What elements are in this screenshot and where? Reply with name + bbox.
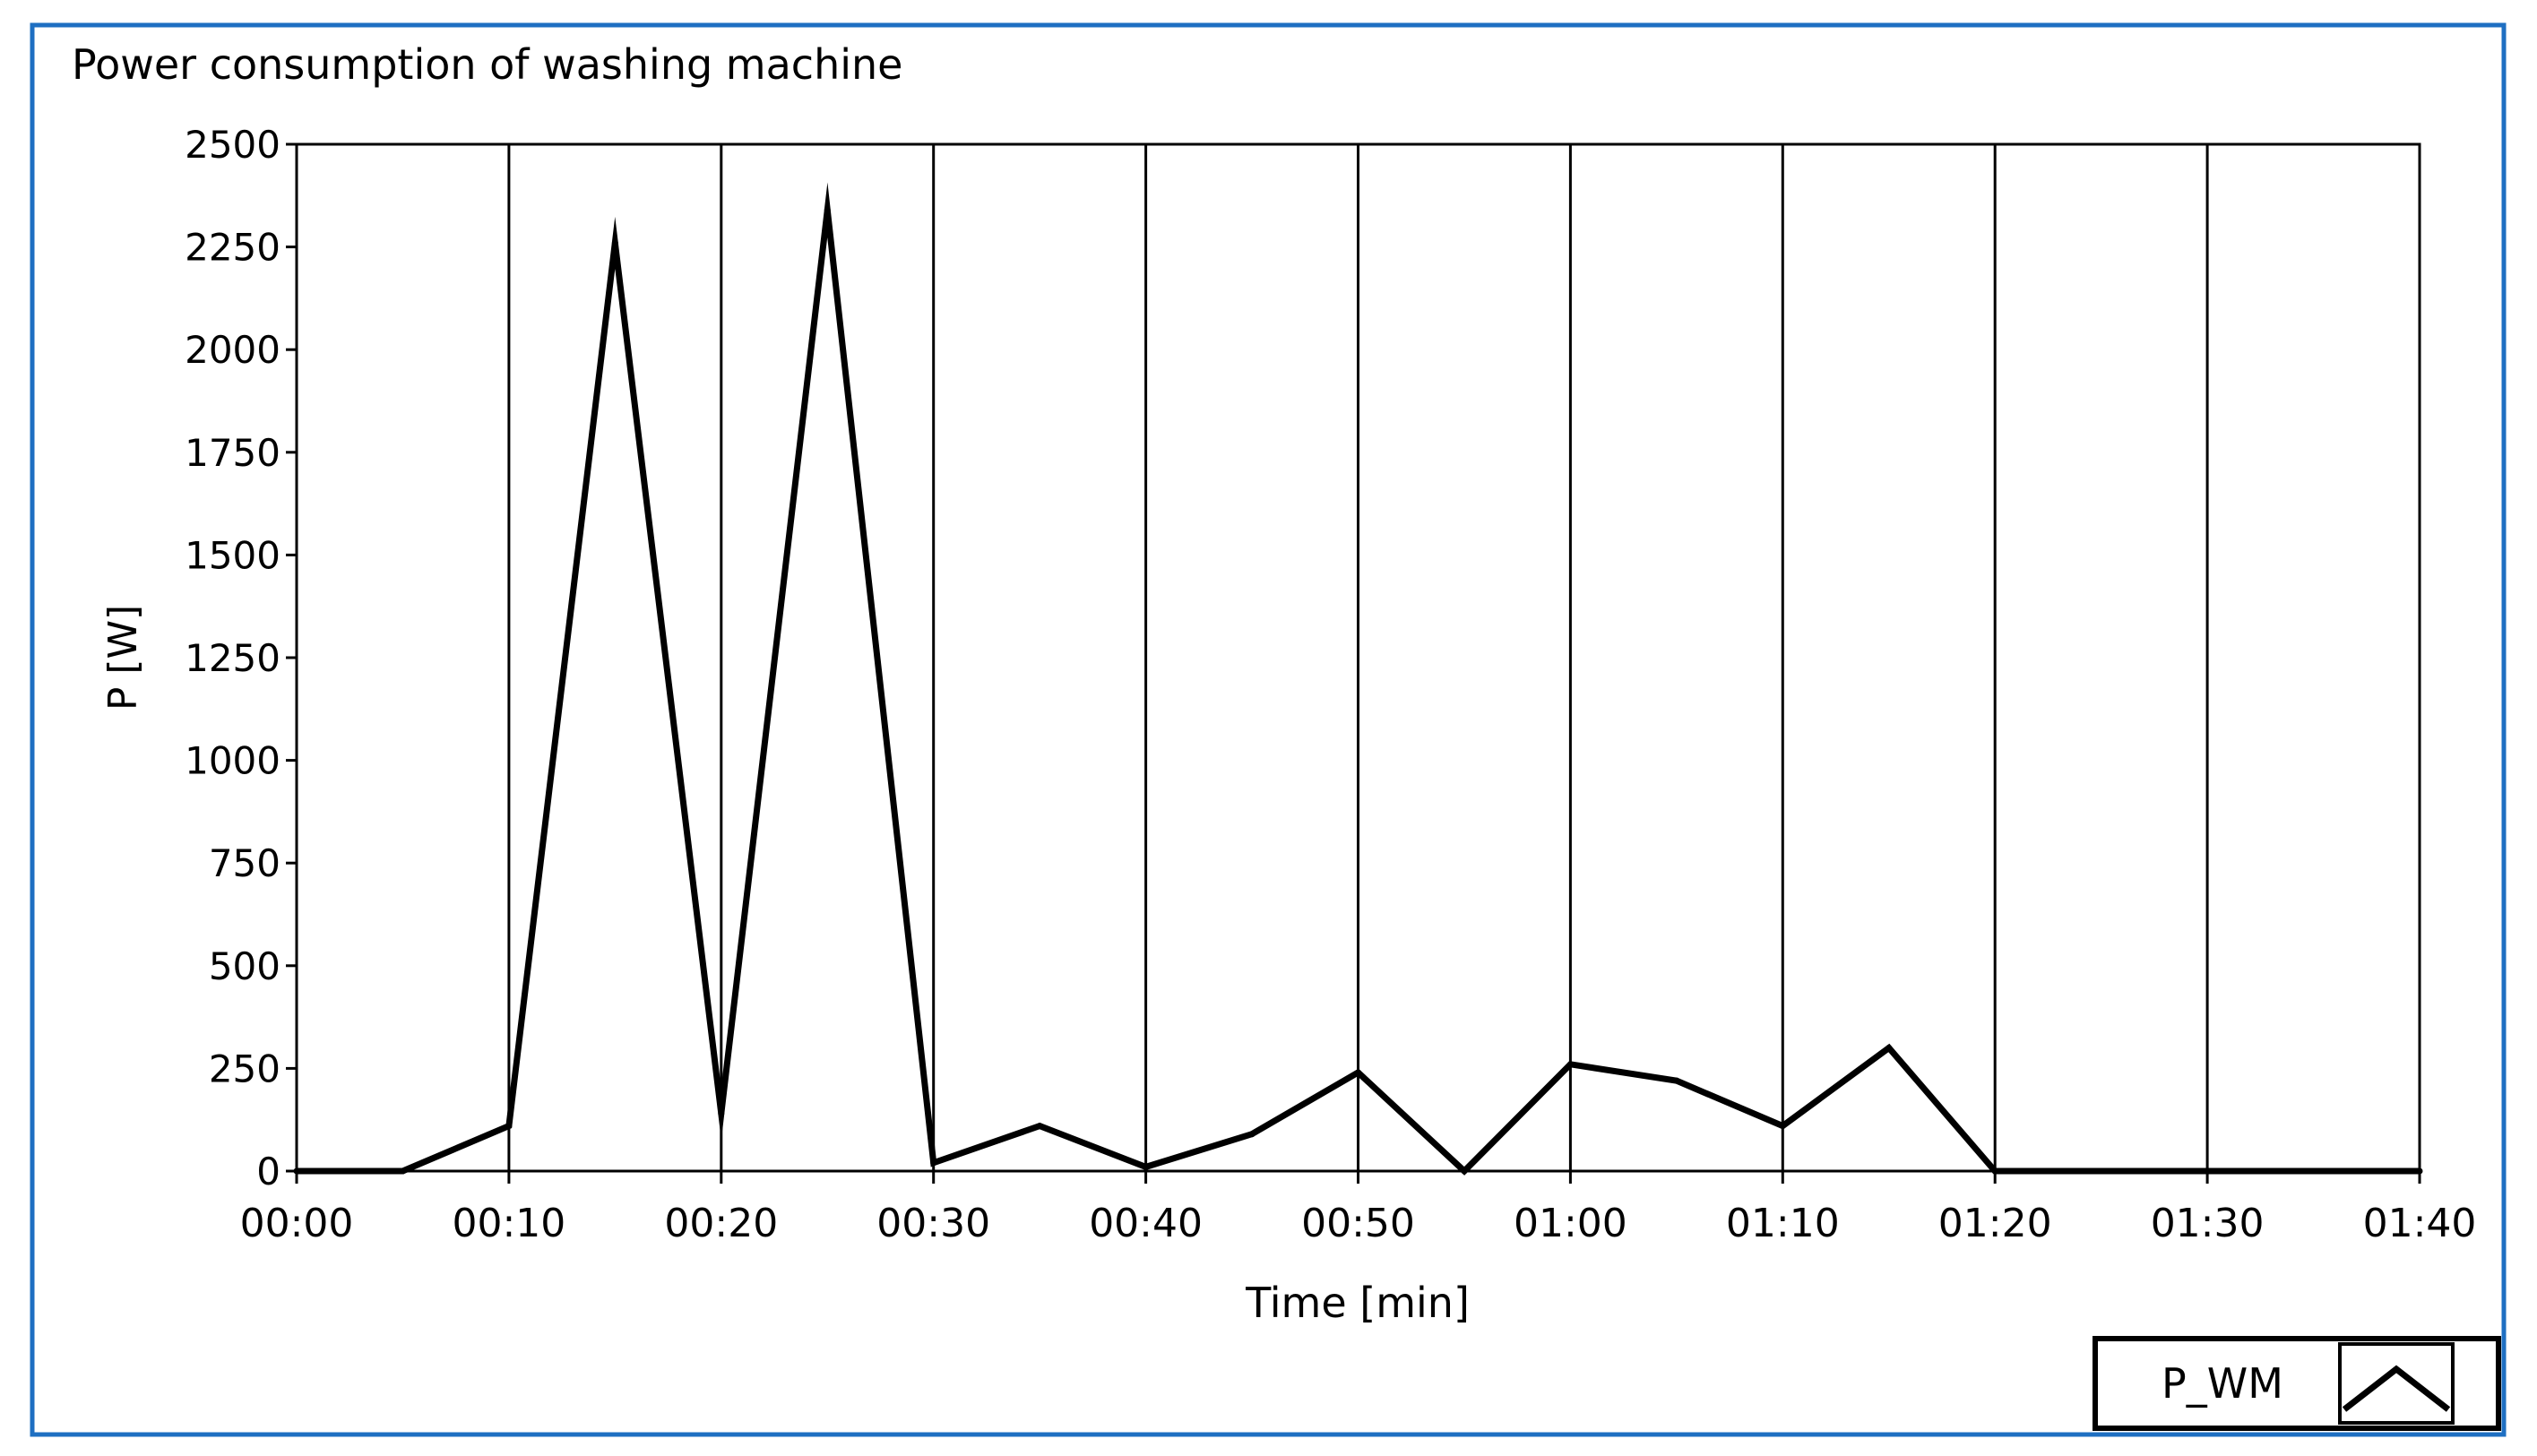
y-tick-label: 750 (209, 841, 280, 885)
data-point (1248, 1131, 1256, 1138)
data-point (2098, 1167, 2105, 1175)
data-point (1779, 1123, 1786, 1130)
data-point (1461, 1167, 1468, 1175)
x-tick-label: 00:10 (452, 1201, 565, 1246)
data-point (505, 1123, 513, 1130)
data-point (2310, 1167, 2317, 1175)
data-point (1991, 1167, 1998, 1175)
x-tick-label: 01:30 (2151, 1201, 2265, 1246)
data-point (824, 206, 831, 213)
legend-label: P_WM (2162, 1359, 2283, 1408)
data-point (1143, 1163, 1150, 1170)
data-point (1885, 1044, 1893, 1051)
data-point (611, 239, 618, 246)
x-tick-label: 00:40 (1089, 1201, 1203, 1246)
chart-title: Power consumption of washing machine (72, 40, 902, 89)
x-axis-label: Time [min] (1245, 1279, 1470, 1327)
x-tick-label: 01:40 (2363, 1201, 2477, 1246)
y-axis: 0 250 500 750 1000 1250 1500 1750 2000 2250 2500 (185, 123, 297, 1193)
data-point (1673, 1077, 1680, 1084)
legend-swatch-box[interactable] (2338, 1342, 2455, 1425)
data-point (399, 1167, 406, 1175)
y-tick-label: 1250 (185, 636, 280, 680)
x-tick-label: 00:50 (1301, 1201, 1415, 1246)
grid-lines (507, 144, 2209, 1171)
legend-line-icon (2342, 1365, 2451, 1412)
y-axis-label: P [W] (100, 605, 146, 711)
x-tick-label: 00:20 (664, 1201, 778, 1246)
legend: P_WM (2093, 1336, 2501, 1431)
y-tick-label: 500 (209, 944, 280, 988)
data-point (293, 1167, 300, 1175)
y-tick-label: 0 (256, 1150, 280, 1193)
x-tick-label: 00:30 (876, 1201, 990, 1246)
y-tick-label: 1750 (185, 431, 280, 475)
data-point (930, 1159, 937, 1167)
y-tick-label: 1000 (185, 739, 280, 783)
data-point (718, 1110, 725, 1117)
y-tick-label: 2500 (185, 123, 280, 167)
data-point (1355, 1069, 1361, 1076)
x-tick-label: 00:00 (240, 1201, 354, 1246)
data-point (1036, 1123, 1043, 1130)
x-tick-label: 01:20 (1938, 1201, 2052, 1246)
y-tick-label: 2250 (185, 226, 280, 270)
series-layer (293, 182, 2423, 1176)
x-tick-label: 01:10 (1726, 1201, 1840, 1246)
y-tick-label: 2000 (185, 328, 280, 372)
y-tick-label: 1500 (185, 533, 280, 577)
x-tick-label: 01:00 (1514, 1201, 1627, 1246)
x-axis: 00:00 00:10 00:20 00:30 00:40 00:50 01:00 01:10… (240, 1171, 2477, 1246)
data-point (1566, 1061, 1574, 1068)
data-point (2204, 1167, 2211, 1175)
y-tick-label: 250 (209, 1047, 280, 1090)
data-point (2416, 1167, 2423, 1175)
